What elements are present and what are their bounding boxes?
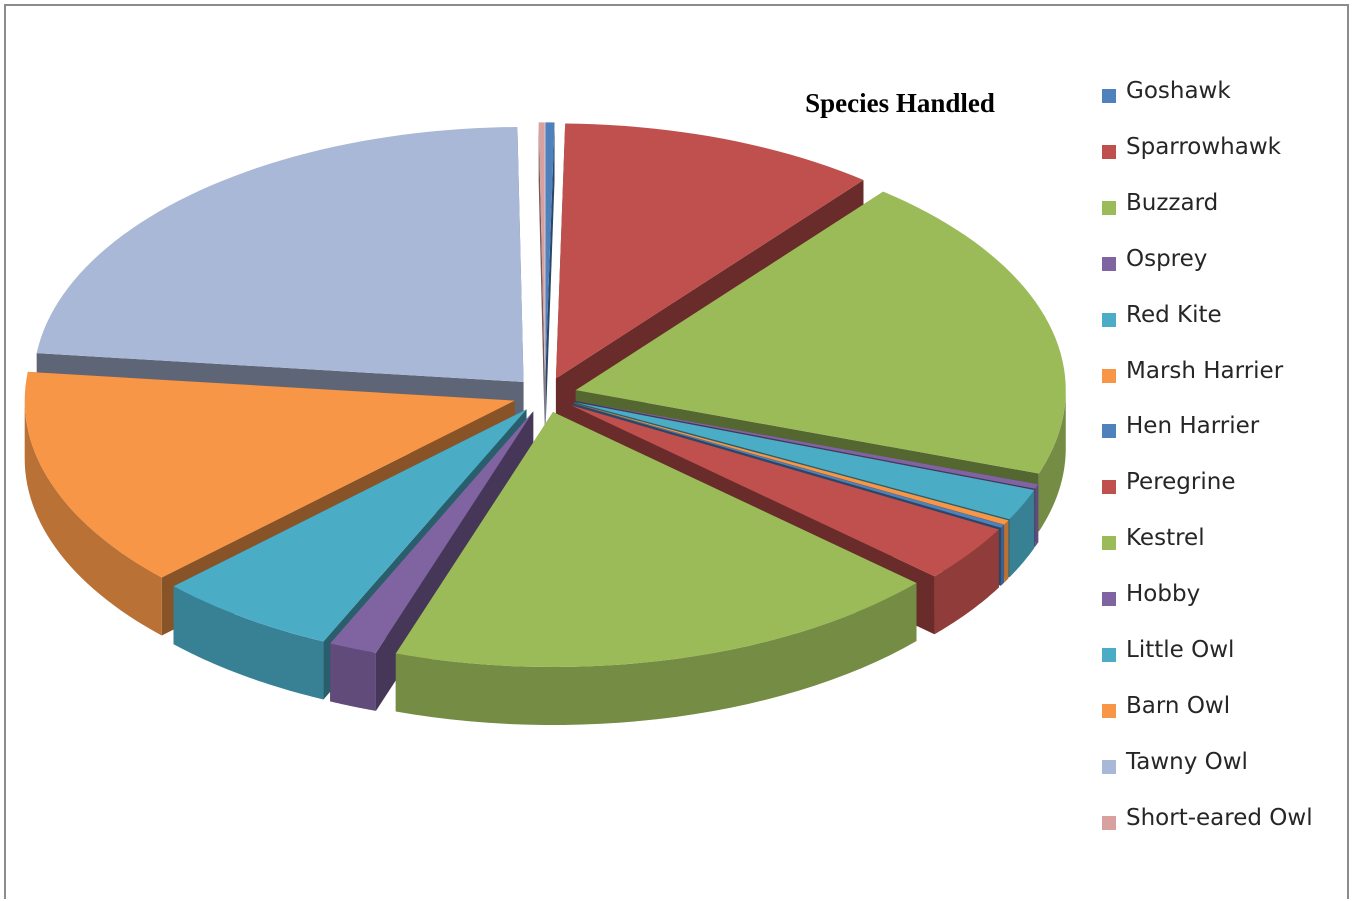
legend-label: Red Kite bbox=[1126, 301, 1222, 328]
legend-item-tawny-owl: Tawny Owl bbox=[1102, 747, 1342, 783]
slice-wall bbox=[538, 122, 545, 436]
slice-top bbox=[575, 191, 1066, 474]
slice-top bbox=[395, 412, 917, 668]
legend-label: Buzzard bbox=[1126, 189, 1219, 216]
slice-top bbox=[173, 409, 527, 642]
slice-side bbox=[1038, 390, 1066, 532]
slice-top bbox=[575, 400, 1039, 489]
slice-side bbox=[1004, 520, 1009, 583]
slice-top bbox=[574, 402, 1035, 520]
legend-item-hen-harrier: Hen Harrier bbox=[1102, 411, 1342, 447]
legend-swatch bbox=[1102, 759, 1116, 774]
legend-label: Hobby bbox=[1126, 581, 1201, 608]
pie-slices bbox=[24, 122, 1066, 725]
chart-title: Species Handled bbox=[805, 88, 995, 118]
legend-swatch bbox=[1102, 536, 1116, 551]
legend-label: Osprey bbox=[1126, 245, 1208, 272]
legend-label: Hen Harrier bbox=[1126, 413, 1260, 440]
slice-side bbox=[934, 529, 999, 635]
legend-swatch bbox=[1102, 815, 1116, 830]
slice-side bbox=[1009, 489, 1035, 578]
legend-swatch bbox=[1102, 256, 1116, 271]
legend-label: Goshawk bbox=[1126, 78, 1231, 104]
legend-swatch bbox=[1102, 480, 1116, 495]
slice-top bbox=[330, 411, 534, 653]
legend-swatch bbox=[1102, 200, 1116, 215]
legend-label: Peregrine bbox=[1126, 469, 1236, 496]
legend-item-red-kite: Red Kite bbox=[1102, 300, 1342, 336]
pie-slice-kestrel bbox=[395, 412, 917, 725]
slice-top bbox=[538, 122, 545, 378]
legend-label: Little Owl bbox=[1126, 637, 1235, 663]
legend-item-kestrel: Kestrel bbox=[1102, 523, 1342, 559]
slice-side bbox=[173, 586, 324, 700]
pie-slice-short-eared-owl bbox=[538, 122, 545, 436]
slice-top bbox=[571, 405, 999, 577]
legend-item-buzzard: Buzzard bbox=[1102, 188, 1342, 224]
legend-swatch bbox=[1102, 592, 1116, 607]
legend-item-little-owl: Little Owl bbox=[1102, 635, 1342, 671]
legend-swatch bbox=[1102, 424, 1116, 439]
slice-top bbox=[24, 371, 515, 578]
legend-item-peregrine: Peregrine bbox=[1102, 467, 1342, 503]
legend-swatch bbox=[1102, 648, 1116, 662]
legend-item-osprey: Osprey bbox=[1102, 244, 1342, 280]
slice-top bbox=[573, 403, 1009, 525]
legend-item-marsh-harrier: Marsh Harrier bbox=[1102, 356, 1342, 392]
slice-top bbox=[555, 123, 864, 379]
slice-wall bbox=[545, 122, 555, 436]
legend-label: Sparrowhawk bbox=[1126, 133, 1281, 160]
slice-side bbox=[395, 583, 917, 725]
legend-swatch bbox=[1102, 368, 1116, 383]
legend-label: Barn Owl bbox=[1126, 692, 1231, 719]
legend-label: Kestrel bbox=[1126, 525, 1205, 552]
slice-top bbox=[36, 126, 524, 382]
legend-swatch bbox=[1102, 89, 1116, 103]
slice-side bbox=[1000, 524, 1004, 586]
legend-swatch bbox=[1102, 703, 1116, 718]
slice-side bbox=[330, 643, 376, 711]
legend-item-sparrowhawk: Sparrowhawk bbox=[1102, 132, 1342, 168]
legend-item-barn-owl: Barn Owl bbox=[1102, 691, 1342, 727]
legend-label: Tawny Owl bbox=[1126, 748, 1248, 775]
pie-slice-goshawk bbox=[545, 122, 555, 436]
slice-top bbox=[573, 403, 1004, 528]
slice-top bbox=[545, 122, 555, 378]
legend-item-short-eared-owl: Short-eared Owl bbox=[1102, 803, 1342, 839]
legend-label: Marsh Harrier bbox=[1126, 357, 1284, 384]
legend-item-goshawk: Goshawk bbox=[1102, 76, 1342, 112]
legend-item-hobby: Hobby bbox=[1102, 579, 1342, 615]
legend-swatch bbox=[1102, 144, 1116, 159]
slice-side bbox=[1035, 484, 1039, 547]
legend-label: Short-eared Owl bbox=[1126, 804, 1313, 831]
slice-side bbox=[24, 400, 162, 636]
legend-swatch bbox=[1102, 312, 1116, 327]
